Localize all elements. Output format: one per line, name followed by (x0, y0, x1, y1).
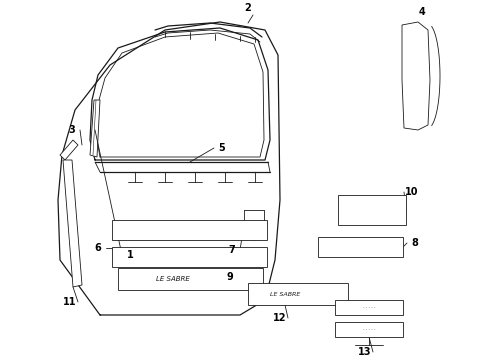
Text: 10: 10 (405, 187, 419, 197)
Text: 3: 3 (69, 125, 75, 135)
Bar (318, 237, 403, 257)
Text: 2: 2 (245, 3, 251, 13)
Text: 4: 4 (418, 7, 425, 17)
Text: 6: 6 (95, 243, 101, 253)
Polygon shape (402, 22, 430, 130)
Bar (335, 322, 403, 337)
Bar (338, 195, 406, 225)
Bar (118, 268, 263, 290)
Text: 8: 8 (412, 238, 418, 248)
Polygon shape (60, 140, 78, 160)
Bar (248, 283, 348, 305)
Text: 5: 5 (219, 143, 225, 153)
Polygon shape (90, 100, 100, 157)
Text: 12: 12 (273, 313, 287, 323)
Text: LE SABRE: LE SABRE (156, 276, 190, 282)
Text: - - - - -: - - - - - (363, 305, 375, 309)
Polygon shape (63, 160, 82, 287)
Text: 9: 9 (227, 272, 233, 282)
Text: LE SABRE: LE SABRE (270, 292, 300, 297)
Text: 1: 1 (126, 250, 133, 260)
Text: - - - - -: - - - - - (363, 327, 375, 331)
Text: 11: 11 (63, 297, 77, 307)
Bar (335, 300, 403, 315)
Bar (112, 220, 267, 240)
Text: 13: 13 (358, 347, 372, 357)
Bar (112, 247, 267, 267)
Text: 7: 7 (229, 245, 235, 255)
